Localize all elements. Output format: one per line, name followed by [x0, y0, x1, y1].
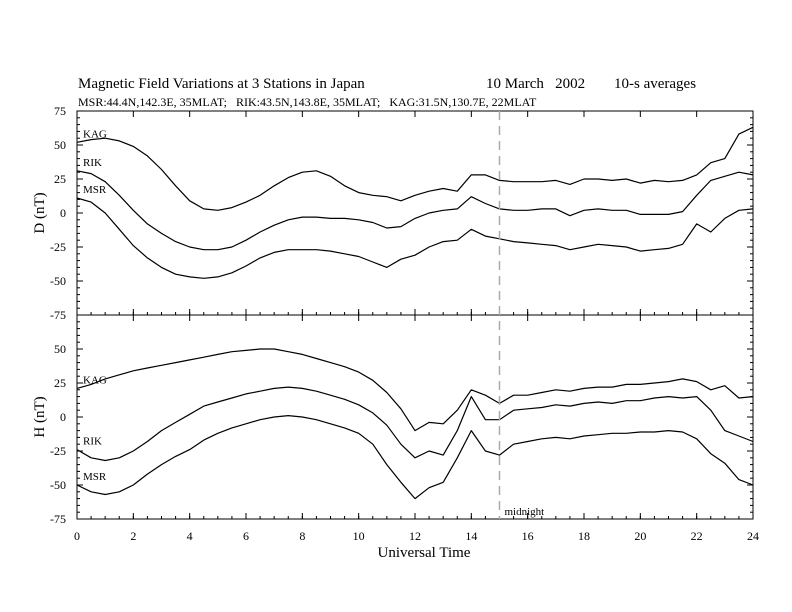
- x-axis-label: Universal Time: [378, 545, 471, 561]
- chart-averaging: 10-s averages: [614, 76, 696, 92]
- midnight-annotation: midnight: [505, 506, 545, 518]
- y-tick-label: -75: [50, 512, 66, 526]
- series-label-msr: MSR: [83, 184, 107, 196]
- series-label-rik: RIK: [83, 436, 102, 448]
- x-tick-label: 10: [353, 529, 365, 543]
- series-line-kag: [76, 126, 754, 211]
- d-panel: 75 50 25 0 -25 -50 -75 D (nT) KAG RIK MSR: [32, 104, 754, 322]
- chart-title: Magnetic Field Variations at 3 Stations …: [78, 76, 365, 92]
- h-panel: 50 25 0 -25 -50 -75 H (nT) KAG RIK MSR: [32, 314, 754, 526]
- y-axis-label: D (nT): [32, 192, 48, 233]
- y-tick-label: 50: [54, 342, 66, 356]
- x-tick-label: 18: [578, 529, 590, 543]
- y-tick-label: -75: [50, 308, 66, 322]
- y-tick-label: -50: [50, 478, 66, 492]
- series-label-msr: MSR: [83, 471, 107, 483]
- x-tick-label: 12: [409, 529, 421, 543]
- series-line-rik: [76, 170, 754, 251]
- x-tick-label: 24: [747, 529, 759, 543]
- x-tick-label: 20: [634, 529, 646, 543]
- chart-subtitle: MSR:44.4N,142.3E, 35MLAT; RIK:43.5N,143.…: [78, 95, 537, 109]
- x-tick-label: 0: [74, 529, 80, 543]
- x-tick-label: 22: [691, 529, 703, 543]
- y-tick-label: 0: [60, 206, 66, 220]
- x-tick-label: 2: [130, 529, 136, 543]
- series-label-kag: KAG: [83, 374, 107, 386]
- chart-date: 10 March 2002: [486, 76, 585, 92]
- y-axis-label: H (nT): [32, 396, 48, 437]
- y-tick-label: 50: [54, 138, 66, 152]
- series-label-rik: RIK: [83, 157, 102, 169]
- y-tick-label: 25: [54, 376, 66, 390]
- series-line-msr: [76, 197, 754, 279]
- series-label-kag: KAG: [83, 128, 107, 140]
- y-tick-label: 0: [60, 410, 66, 424]
- x-tick-label: 16: [522, 529, 534, 543]
- x-tick-label: 4: [187, 529, 193, 543]
- y-tick-label: 25: [54, 172, 66, 186]
- series-line-rik: [76, 386, 754, 462]
- series-line-msr: [76, 415, 754, 500]
- series-line-kag: [76, 348, 754, 432]
- y-tick-label: -25: [50, 240, 66, 254]
- y-tick-label: -25: [50, 444, 66, 458]
- y-tick-label: 75: [54, 104, 66, 118]
- x-tick-label: 6: [243, 529, 249, 543]
- x-tick-label: 14: [465, 529, 477, 543]
- y-tick-label: -50: [50, 274, 66, 288]
- x-tick-label: 8: [299, 529, 305, 543]
